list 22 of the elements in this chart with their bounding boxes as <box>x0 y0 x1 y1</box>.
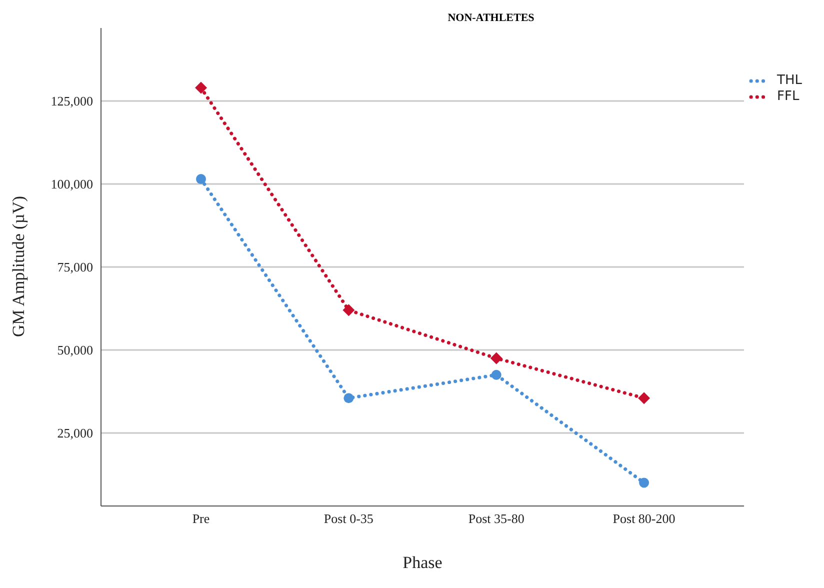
point <box>638 392 650 404</box>
y-tick-label: 25,000 <box>57 426 93 441</box>
point <box>639 478 650 488</box>
x-tick-label: Post 80-200 <box>612 511 676 526</box>
x-tick-label: Post 0-35 <box>324 511 374 526</box>
x-tick-label: Pre <box>192 511 210 526</box>
point <box>491 370 502 380</box>
point <box>195 82 207 94</box>
point <box>196 174 206 184</box>
chart-title: NON-ATHLETES <box>446 12 536 24</box>
legend-label: FFL <box>777 89 800 105</box>
x-axis-title: Phase <box>402 553 442 572</box>
y-tick-label: 125,000 <box>50 94 93 109</box>
y-tick-label: 75,000 <box>57 260 93 275</box>
y-tick-label: 50,000 <box>57 342 93 358</box>
y-tick-label: 100,000 <box>50 176 93 192</box>
y-axis-title: GM Amplitude (µV) <box>9 196 28 337</box>
point <box>490 352 502 364</box>
point <box>342 304 355 316</box>
point <box>344 393 354 404</box>
x-tick-label: Post 35-80 <box>468 511 524 526</box>
legend-label: THL <box>777 73 802 89</box>
